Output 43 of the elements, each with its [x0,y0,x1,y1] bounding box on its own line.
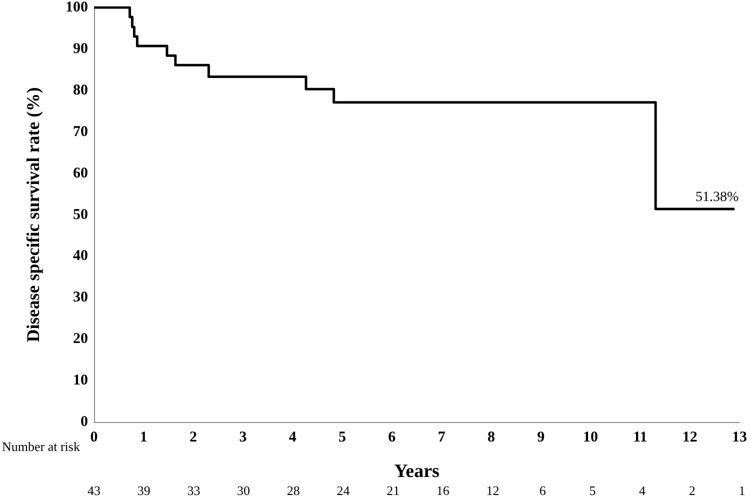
x-axis-title: Years [394,461,440,482]
y-tick-label: 40 [73,248,88,264]
x-tick-label: 13 [732,430,747,446]
text: 5 [589,483,596,498]
y-tick-label: 30 [73,290,88,306]
x-tick-label: 5 [338,430,346,446]
y-tick-label: 50 [73,206,88,223]
x-tick-label: 0 [90,430,98,446]
y-tick-label: 10 [73,372,88,389]
y-tick-label: 20 [73,331,88,348]
y-tick-label: 80 [73,82,88,98]
text: 24 [336,483,350,498]
y-tick-label: 90 [73,40,88,57]
x-tick-label: 10 [583,430,598,446]
text: 28 [286,483,300,498]
x-tick-label: 12 [682,430,698,446]
x-tick-label: 2 [190,430,198,446]
text: 43 [88,483,100,498]
x-tick-label: 11 [633,430,648,446]
text: 39 [137,483,150,498]
annotation: 51.38% [695,190,739,205]
y-axis-title: Disease specific survival rate (%) [23,87,43,342]
text: 30 [237,483,250,498]
text: 12 [486,483,500,498]
x-tick-label: 6 [388,430,396,446]
x-tick-label: 9 [537,430,545,446]
x-tick-label: 1 [140,430,148,446]
y-tick-label: 0 [80,414,88,430]
x-tick-label: 7 [438,430,446,446]
text: 6 [539,483,546,498]
text: Number at risk [2,439,80,454]
y-tick-label: 100 [66,0,88,16]
y-tick-label: 70 [73,124,88,140]
x-tick-label: 3 [239,430,247,446]
text: 4 [639,483,646,498]
text: 21 [386,483,400,498]
text: 1 [738,483,746,498]
text: 16 [436,483,450,498]
y-tick-label: 60 [73,165,88,182]
x-tick-label: 8 [487,430,495,446]
x-tick-label: 4 [288,430,297,446]
text: 33 [187,483,200,498]
text: 2 [688,483,696,498]
